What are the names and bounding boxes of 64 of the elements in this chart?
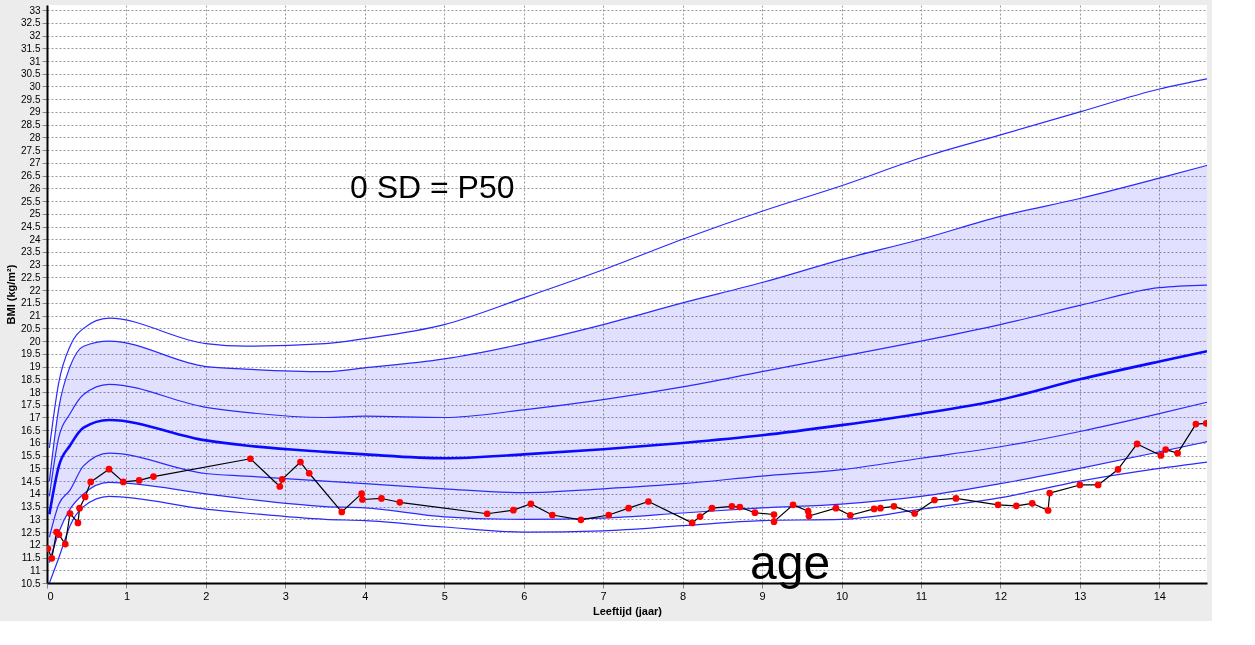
- annotation: 0 SD = P50: [350, 169, 515, 205]
- x-tick-label: 14: [1153, 589, 1166, 602]
- y-tick-label: 27: [29, 157, 41, 169]
- y-tick-label: 31.5: [21, 42, 41, 54]
- x-tick-label: 5: [441, 589, 448, 602]
- y-tick-label: 26: [29, 182, 41, 194]
- y-tick-label: 14: [29, 488, 41, 500]
- x-tick-label: 0: [47, 589, 54, 602]
- x-tick-label: 10: [835, 589, 849, 602]
- x-tick-label: 7: [600, 589, 607, 602]
- y-tick-label: 11: [30, 564, 41, 576]
- x-axis-title: Leeftijd (jaar): [592, 604, 663, 617]
- y-tick-label: 23.5: [21, 246, 41, 258]
- y-tick-label: 13.5: [21, 501, 41, 513]
- y-tick-label: 16: [29, 437, 41, 449]
- y-tick-label: 22.5: [21, 271, 41, 283]
- y-tick-label: 19.5: [21, 348, 41, 360]
- y-tick-label: 20.5: [21, 322, 41, 334]
- x-tick-label: 6: [521, 589, 528, 602]
- y-tick-label: 17.5: [21, 399, 41, 411]
- y-tick-label: 11.5: [21, 552, 41, 564]
- y-tick-label: 12: [29, 539, 41, 551]
- y-tick-label: 10.5: [21, 577, 41, 589]
- y-tick-label: 24: [29, 233, 41, 245]
- y-tick-label: 30.5: [21, 68, 41, 80]
- y-tick-label: 29.5: [21, 93, 41, 105]
- y-tick-label: 14.5: [21, 475, 41, 487]
- x-tick-label: 11: [915, 589, 928, 602]
- y-tick-label: 20: [29, 335, 41, 347]
- x-tick-label: 4: [362, 589, 369, 602]
- y-tick-label: 13: [29, 513, 41, 525]
- y-tick-label: 18.5: [21, 373, 41, 385]
- y-tick-label: 17: [29, 411, 41, 423]
- y-tick-label: 31: [29, 55, 41, 67]
- y-tick-label: 15.5: [21, 450, 41, 462]
- y-tick-label: 27.5: [21, 144, 41, 156]
- x-tick-label: 1: [123, 589, 131, 602]
- y-tick-label: 32: [29, 30, 41, 42]
- y-tick-label: 23: [29, 259, 41, 271]
- y-tick-label: 33: [29, 4, 41, 16]
- y-tick-label: 12.5: [21, 526, 41, 538]
- y-tick-label: 16.5: [21, 424, 41, 436]
- y-tick-label: 19: [29, 361, 41, 373]
- y-tick-label: 18: [29, 386, 41, 398]
- x-tick-label: 2: [203, 589, 210, 602]
- y-tick-label: 21.5: [21, 297, 41, 309]
- x-tick-label: 13: [1074, 589, 1087, 602]
- y-tick-label: 21: [29, 310, 41, 322]
- x-tick-label: 8: [680, 589, 687, 602]
- x-tick-label: 12: [994, 589, 1008, 602]
- y-tick-label: 24.5: [21, 221, 41, 233]
- y-tick-label: 25: [29, 208, 41, 220]
- y-tick-label: 25.5: [21, 195, 41, 207]
- y-axis-title: BMI (kg/m²): [5, 264, 18, 325]
- y-tick-label: 22: [29, 284, 41, 296]
- y-tick-label: 15: [29, 462, 41, 474]
- y-tick-label: 28.5: [21, 119, 41, 131]
- y-tick-label: 26.5: [21, 170, 41, 182]
- x-tick-label: 3: [282, 589, 289, 602]
- y-tick-label: 28: [29, 131, 41, 143]
- y-tick-label: 32.5: [21, 17, 41, 29]
- y-tick-label: 29: [29, 106, 41, 118]
- x-tick-label: 9: [759, 589, 766, 602]
- y-tick-label: 30: [29, 80, 41, 92]
